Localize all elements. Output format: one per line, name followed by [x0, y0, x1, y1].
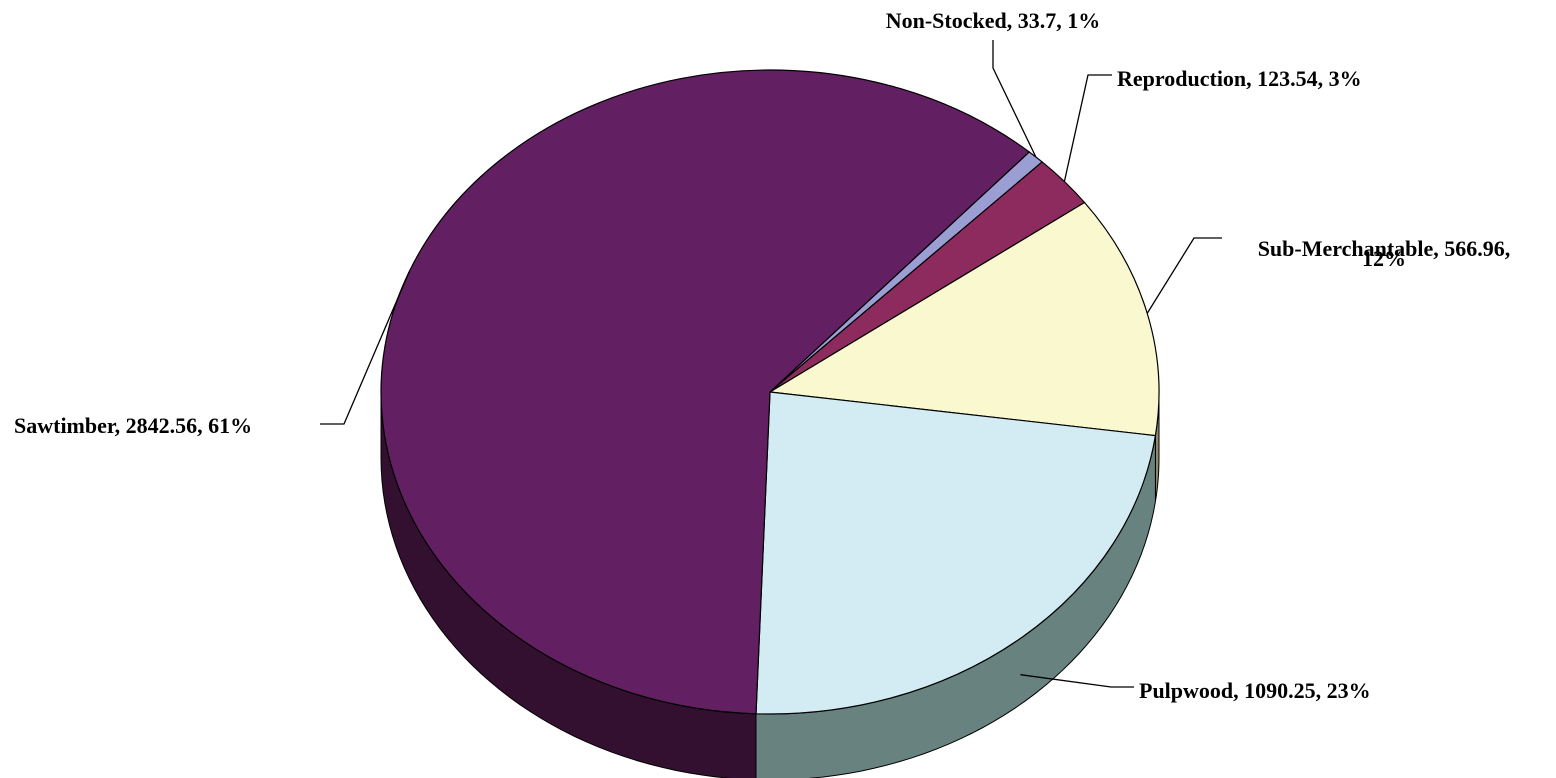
leader-line-pulpwood — [1020, 674, 1134, 688]
leader-line-sawtimber — [320, 271, 410, 425]
pie-slice-sub-merchantable — [768, 201, 1160, 437]
leader-lines — [320, 40, 1222, 688]
label-pulpwood: Pulpwood, 1090.25, 23% — [1139, 678, 1371, 703]
leader-line-sub-merchantable — [1146, 237, 1222, 314]
label-reproduction: Reproduction, 123.54, 3% — [1117, 66, 1362, 91]
label-sub-merchantable-percent: 12% — [1362, 246, 1406, 271]
leader-line-reproduction — [1063, 74, 1112, 182]
data-labels: Non-Stocked, 33.7, 1% Reproduction, 123.… — [14, 8, 1510, 703]
pie-slices — [380, 69, 1160, 715]
label-non-stocked: Non-Stocked, 33.7, 1% — [886, 8, 1101, 33]
label-sawtimber: Sawtimber, 2842.56, 61% — [14, 413, 252, 438]
label-sub-merchantable: Sub-Merchantable, 566.96, — [1258, 236, 1511, 261]
pie-slice-pulpwood — [755, 391, 1157, 715]
leader-line-non-stocked — [992, 40, 1037, 158]
